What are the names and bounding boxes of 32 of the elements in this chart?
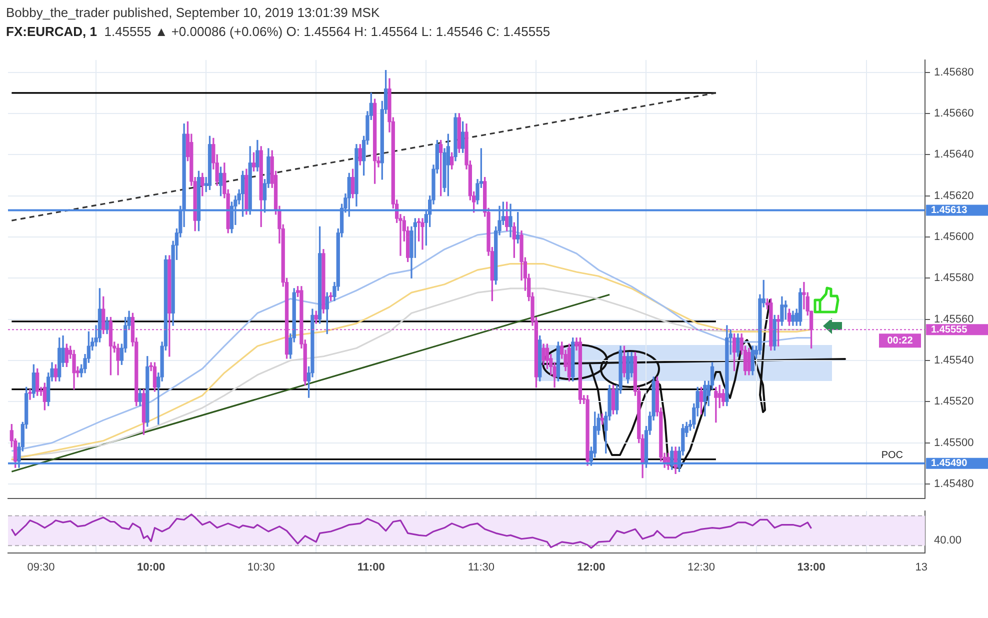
ref-line-label: 1.45490 (931, 458, 968, 470)
x-tick-label: 11:30 (468, 562, 495, 574)
y-tick-label: 1.45660 (934, 108, 974, 120)
annotation: 00:22 (887, 335, 914, 346)
annotation: POC (881, 450, 903, 462)
x-tick-label: 09:30 (27, 562, 55, 574)
chart-title: FX:EURCAD, 1 (6, 24, 98, 39)
y-tick-label: 1.45640 (934, 148, 974, 161)
chart-subtitle: 1.45555 ▲ +0.00086 (+0.06%) O: 1.45564 H: 1.45564 L: 1.45546 C: 1.45555 (103, 24, 550, 39)
y-tick-label: 1.45480 (934, 478, 974, 490)
x-tick-label: 12:00 (577, 562, 606, 574)
y-tick-label: 1.45500 (934, 436, 974, 449)
ref-line-label: 1.45555 (931, 324, 968, 336)
x-tick-label: 12:30 (687, 562, 716, 574)
x-tick-label: 13 (915, 562, 928, 574)
candlestick (28, 388, 32, 400)
y-tick-label: 1.45580 (934, 272, 974, 284)
x-tick-label: 13:00 (797, 562, 826, 574)
y-tick-label: 1.45540 (934, 354, 974, 367)
candlestick (714, 386, 718, 423)
x-tick-label: 10:00 (136, 562, 166, 574)
y-tick-label: 1.45680 (934, 66, 974, 78)
text: Bobby_the_trader published, September 10, 2019 13:01:39 MSK (6, 4, 381, 22)
x-tick-label: 11:00 (357, 562, 385, 574)
ref-line-label: 1.45613 (931, 205, 968, 216)
candlestick (420, 218, 424, 250)
y-tick-label: 1.45620 (934, 190, 974, 202)
x-tick-label: 10:30 (247, 562, 275, 574)
y-tick-label: 1.45600 (934, 231, 974, 244)
y-tick-label: 1.45560 (934, 313, 974, 326)
y-tick-label: 1.45520 (934, 396, 974, 408)
text: 40.00 (934, 534, 962, 546)
